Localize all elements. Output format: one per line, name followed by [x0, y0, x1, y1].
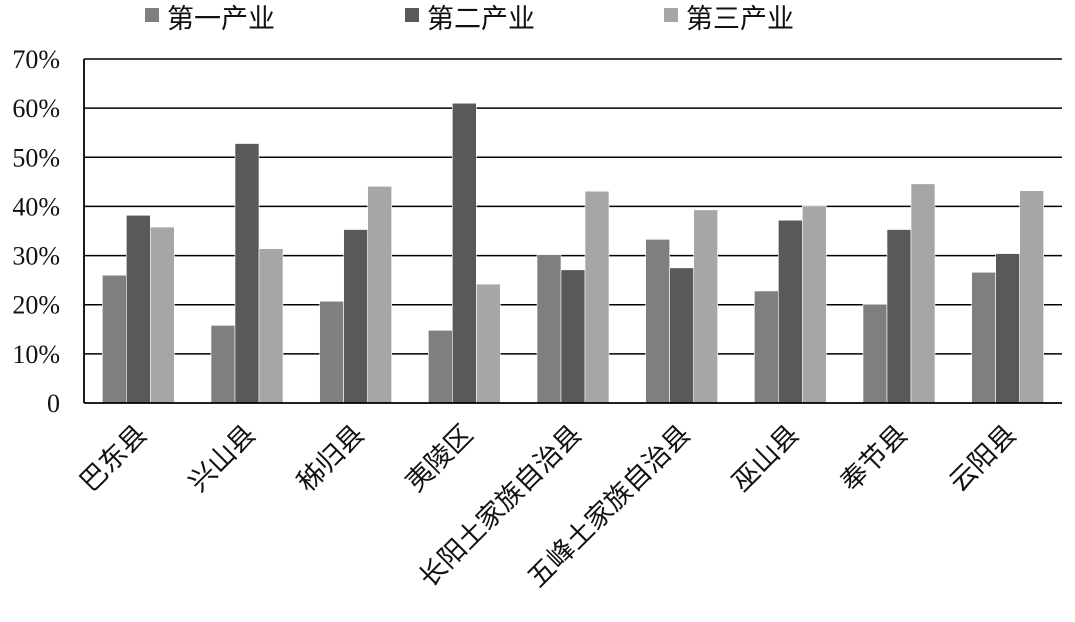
y-tick-label: 10%	[12, 340, 60, 369]
x-category-label: 夷陵区	[400, 419, 479, 498]
bar-1-1	[234, 143, 260, 404]
legend-label: 第二产业	[427, 4, 535, 35]
bar-1-2	[258, 248, 284, 404]
y-tick-label: 70%	[12, 45, 60, 74]
bar-8-1	[995, 253, 1020, 404]
y-tick-label: 30%	[12, 242, 60, 271]
bar-8-2	[1019, 190, 1044, 404]
legend: 第一产业 第二产业 第三产业	[145, 4, 794, 35]
x-category-label: 奉节县	[835, 419, 914, 498]
y-axis-tick-labels: 0 10% 20% 30% 40% 50% 60% 70%	[12, 45, 60, 418]
bar-4-2	[584, 190, 610, 404]
bar-3-1	[452, 102, 477, 404]
bar-2-2	[367, 185, 392, 404]
bar-8-0	[971, 271, 996, 404]
legend-swatch	[664, 8, 678, 22]
bar-6-2	[802, 205, 827, 404]
x-category-label: 秭归县	[291, 419, 370, 498]
legend-label: 第一产业	[167, 4, 275, 35]
bar-7-1	[886, 229, 912, 404]
bar-5-1	[669, 267, 694, 404]
bar-6-0	[754, 290, 779, 404]
bars	[102, 102, 1044, 404]
bar-5-0	[645, 239, 670, 404]
bar-4-0	[536, 254, 562, 404]
bar-7-0	[862, 303, 888, 404]
y-tick-label: 20%	[12, 291, 60, 320]
bar-3-0	[428, 329, 453, 404]
bar-2-1	[343, 229, 368, 404]
bar-1-0	[210, 325, 236, 404]
y-tick-label: 0	[47, 389, 60, 418]
legend-label: 第三产业	[686, 4, 794, 35]
bar-7-2	[910, 183, 936, 404]
x-category-label: 云阳县	[943, 419, 1022, 498]
x-category-label: 巴东县	[74, 419, 153, 498]
bar-6-1	[778, 219, 803, 404]
bar-0-1	[126, 214, 151, 404]
bar-2-0	[319, 300, 344, 404]
bar-3-2	[476, 283, 501, 404]
bar-4-1	[560, 269, 586, 404]
y-tick-label: 60%	[12, 94, 60, 123]
x-category-label: 兴山县	[183, 419, 262, 498]
bar-5-2	[693, 209, 718, 404]
bar-0-0	[102, 274, 127, 404]
y-tick-label: 50%	[12, 143, 60, 172]
bar-0-2	[150, 226, 175, 404]
x-category-label: 巫山县	[726, 419, 805, 498]
legend-swatch	[145, 8, 159, 22]
legend-swatch	[405, 8, 419, 22]
y-tick-label: 40%	[12, 192, 60, 221]
axes	[83, 59, 1062, 404]
